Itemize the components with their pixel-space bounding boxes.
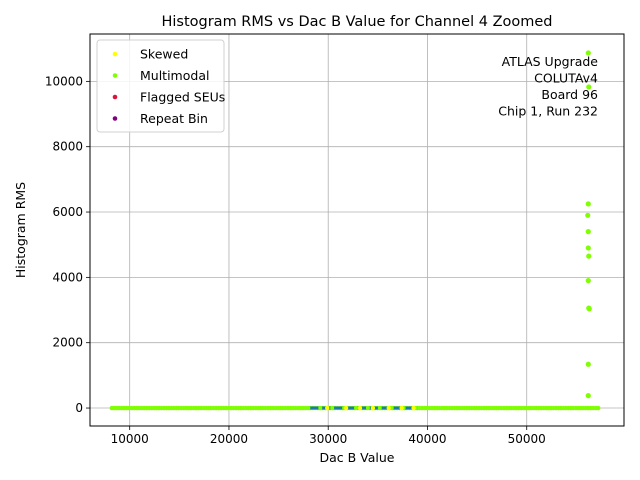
x-axis-label: Dac B Value: [319, 450, 394, 465]
legend-marker: [112, 51, 118, 57]
multimodal-point: [330, 406, 335, 411]
multimodal-point: [354, 406, 359, 411]
legend-box: [96, 39, 225, 133]
y-axis-ticks: 0 2000 4000 6000 8000 10000: [45, 74, 90, 415]
y-tick-label: 10000: [45, 74, 83, 88]
annotation-line: Chip 1, Run 232: [498, 104, 598, 119]
multimodal-outlier-point: [585, 361, 591, 367]
y-tick-label: 0: [75, 401, 83, 415]
data-points: [109, 50, 601, 411]
legend-label: Skewed: [140, 47, 188, 62]
multimodal-outlier-point: [586, 306, 592, 312]
multimodal-outlier-point: [585, 201, 591, 207]
multimodal-point: [306, 406, 311, 411]
annotation-line: COLUTAv4: [534, 71, 598, 86]
skewed-point: [357, 405, 363, 411]
multimodal-outlier-point: [585, 393, 591, 399]
x-axis-ticks: 10000 20000 30000 40000 50000: [111, 426, 546, 446]
skewed-point: [325, 405, 330, 411]
x-tick-label: 50000: [508, 432, 546, 446]
skewed-point: [386, 405, 391, 411]
legend: Skewed Multimodal Flagged SEUs Repeat Bin: [96, 39, 225, 133]
skewed-point: [399, 405, 404, 411]
multimodal-point: [318, 406, 323, 411]
y-axis-label: Histogram RMS: [13, 182, 28, 278]
chart-title: Histogram RMS vs Dac B Value for Channel…: [161, 14, 552, 30]
legend-label: Multimodal: [140, 68, 209, 83]
y-tick-label: 2000: [52, 336, 83, 350]
legend-label: Repeat Bin: [140, 111, 208, 126]
x-tick-label: 30000: [309, 432, 347, 446]
y-tick-label: 6000: [52, 205, 83, 219]
annotation-line: Board 96: [541, 87, 598, 102]
multimodal-point: [389, 406, 394, 411]
multimodal-point: [365, 406, 370, 411]
multimodal-outlier-point: [586, 253, 592, 259]
x-tick-label: 10000: [111, 432, 149, 446]
skewed-point: [411, 405, 416, 411]
multimodal-outlier-point: [585, 50, 591, 56]
legend-label: Flagged SEUs: [140, 90, 225, 105]
legend-marker: [112, 116, 118, 121]
annotation-line: ATLAS Upgrade: [502, 54, 599, 69]
skewed-point: [370, 405, 376, 411]
multimodal-outlier-point: [585, 245, 591, 251]
skewed-point: [343, 405, 349, 411]
multimodal-outlier-point: [586, 84, 592, 90]
plot-area-frame: [89, 33, 625, 427]
multimodal-outlier-point: [585, 278, 591, 284]
multimodal-outlier-point: [585, 212, 591, 218]
legend-marker: [112, 94, 118, 100]
legend-marker: [112, 73, 118, 78]
y-tick-label: 4000: [52, 270, 83, 284]
y-tick-label: 8000: [52, 140, 83, 154]
multimodal-outlier-point: [585, 229, 591, 235]
multimodal-point: [595, 405, 601, 411]
multimodal-point: [377, 406, 382, 411]
x-tick-label: 20000: [210, 432, 248, 446]
x-tick-label: 40000: [408, 432, 446, 446]
